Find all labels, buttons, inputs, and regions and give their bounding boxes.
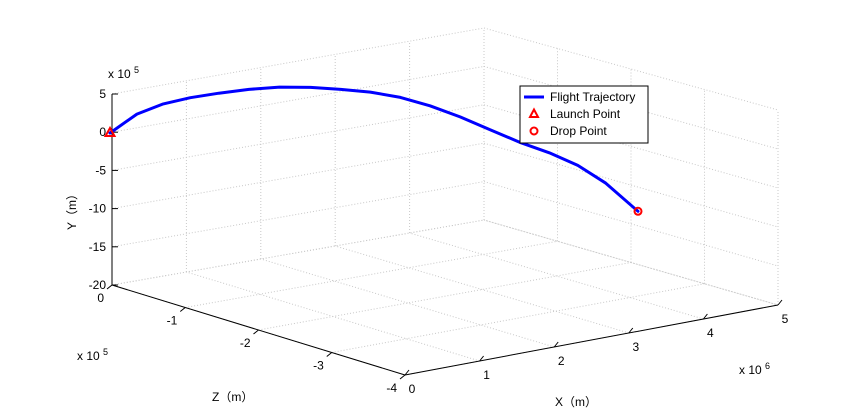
y-axis-multiplier-base: x 10 [108, 67, 131, 81]
grid-line [111, 104, 485, 171]
y-axis-multiplier-exp: 5 [134, 65, 139, 75]
grid-line [335, 245, 629, 334]
grid-line [111, 65, 485, 133]
legend-entry-label: Drop Point [550, 124, 607, 138]
grid-layer [111, 27, 779, 376]
y-tick-label: -15 [89, 240, 107, 254]
grid-line [258, 262, 632, 331]
x-tick-label: 0 [409, 382, 416, 396]
grid-line [185, 240, 558, 308]
legend: Flight Trajectory Launch Point Drop Point [519, 85, 649, 144]
legend-triangle-swatch [528, 107, 540, 118]
x-axis-label: X（m） [555, 395, 597, 409]
grid-line [111, 27, 485, 95]
legend-entry-label: Launch Point [550, 107, 621, 121]
z-tick-mark [253, 329, 259, 335]
x-tick-mark [628, 327, 634, 334]
x-tick-label: 2 [558, 354, 565, 368]
z-tick-label: -3 [313, 359, 324, 373]
x-tick-mark [404, 369, 410, 376]
y-tick-label: 0 [99, 125, 106, 139]
x-axis-multiplier: x 10 6 [739, 361, 770, 377]
x-tick-label: 5 [782, 312, 789, 326]
z-tick-label: -2 [240, 336, 251, 350]
x-tick-label: 1 [483, 368, 490, 382]
drop-point-marker [633, 206, 643, 216]
z-tick-label: 0 [97, 291, 104, 305]
z-tick-mark [326, 352, 333, 357]
x-tick-mark [777, 299, 783, 306]
z-axis-label: Z（m） [212, 390, 253, 404]
grid-line [483, 219, 779, 306]
legend-circle-swatch [529, 126, 539, 136]
z-tick-label: -4 [386, 381, 397, 395]
y-tick-label: -10 [89, 202, 107, 216]
x-tick-mark [479, 355, 484, 362]
data-layer [103, 85, 643, 216]
z-tick-mark [106, 284, 113, 290]
z-axis-multiplier-base: x 10 [77, 349, 100, 363]
x-tick-mark [553, 341, 559, 348]
axis-box [111, 94, 779, 376]
grid-line [111, 219, 485, 286]
label-layer: X（m） Y（m） Z（m） x 10 6 x 10 5 x 10 5 [65, 65, 770, 409]
z-tick-label: -1 [167, 314, 178, 328]
x-axis-multiplier-base: x 10 [739, 363, 762, 377]
grid-line [331, 283, 705, 353]
y-axis-multiplier: x 10 5 [108, 65, 139, 81]
legend-entry-label: Flight Trajectory [550, 90, 635, 104]
tick-layer: 0 1 2 3 4 5 0 -1 -2 -3 -4 -20 -15 -10 -5 0 5 [89, 87, 789, 396]
x-axis-multiplier-exp: 6 [765, 361, 770, 371]
flight-trajectory-line [108, 85, 640, 213]
grid-line [111, 181, 485, 248]
z-tick-mark [399, 374, 406, 380]
z-axis-multiplier-exp: 5 [103, 347, 108, 357]
grid-line [111, 142, 485, 210]
x-tick-mark [703, 313, 708, 320]
grid-line [409, 232, 704, 320]
y-tick-label: 5 [99, 87, 106, 101]
launch-point-marker [103, 125, 117, 137]
x-tick-label: 3 [632, 340, 639, 354]
y-tick-label: -5 [95, 163, 106, 177]
x-tick-label: 4 [707, 326, 714, 340]
y-tick-label: -20 [89, 278, 107, 292]
grid-line [260, 258, 555, 348]
z-axis-multiplier: x 10 5 [77, 347, 108, 363]
y-axis-label: Y（m） [65, 188, 79, 230]
x-axis-line [404, 304, 779, 376]
z-tick-mark [179, 307, 186, 312]
